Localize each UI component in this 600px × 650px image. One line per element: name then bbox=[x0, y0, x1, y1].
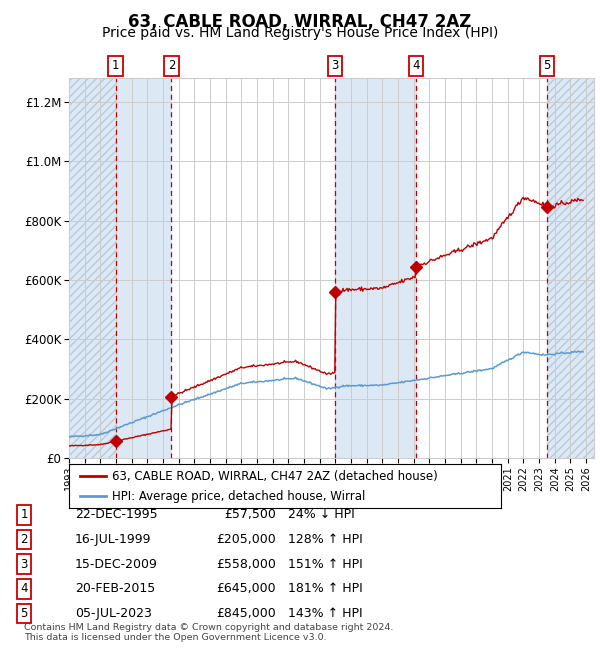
Text: 5: 5 bbox=[544, 59, 551, 72]
Text: 22-DEC-1995: 22-DEC-1995 bbox=[75, 508, 158, 521]
Text: £645,000: £645,000 bbox=[217, 582, 276, 595]
Text: 1: 1 bbox=[20, 508, 28, 521]
Text: 128% ↑ HPI: 128% ↑ HPI bbox=[288, 533, 363, 546]
Text: 24% ↓ HPI: 24% ↓ HPI bbox=[288, 508, 355, 521]
Bar bbox=[335, 78, 416, 458]
Text: 151% ↑ HPI: 151% ↑ HPI bbox=[288, 558, 363, 571]
Text: 5: 5 bbox=[20, 607, 28, 620]
Text: 1: 1 bbox=[112, 59, 119, 72]
Text: Price paid vs. HM Land Registry's House Price Index (HPI): Price paid vs. HM Land Registry's House … bbox=[102, 26, 498, 40]
Text: Contains HM Land Registry data © Crown copyright and database right 2024.
This d: Contains HM Land Registry data © Crown c… bbox=[24, 623, 394, 642]
Text: 4: 4 bbox=[20, 582, 28, 595]
Text: 15-DEC-2009: 15-DEC-2009 bbox=[75, 558, 158, 571]
Text: 181% ↑ HPI: 181% ↑ HPI bbox=[288, 582, 363, 595]
Text: 16-JUL-1999: 16-JUL-1999 bbox=[75, 533, 151, 546]
Text: 63, CABLE ROAD, WIRRAL, CH47 2AZ: 63, CABLE ROAD, WIRRAL, CH47 2AZ bbox=[128, 13, 472, 31]
Text: £205,000: £205,000 bbox=[216, 533, 276, 546]
Text: £845,000: £845,000 bbox=[216, 607, 276, 620]
Text: £57,500: £57,500 bbox=[224, 508, 276, 521]
Bar bbox=[547, 78, 594, 458]
Text: £558,000: £558,000 bbox=[216, 558, 276, 571]
Text: 3: 3 bbox=[20, 558, 28, 571]
Text: HPI: Average price, detached house, Wirral: HPI: Average price, detached house, Wirr… bbox=[112, 490, 365, 503]
Text: 2: 2 bbox=[168, 59, 175, 72]
Text: 20-FEB-2015: 20-FEB-2015 bbox=[75, 582, 155, 595]
Text: 63, CABLE ROAD, WIRRAL, CH47 2AZ (detached house): 63, CABLE ROAD, WIRRAL, CH47 2AZ (detach… bbox=[112, 469, 438, 482]
Text: 143% ↑ HPI: 143% ↑ HPI bbox=[288, 607, 362, 620]
Text: 4: 4 bbox=[412, 59, 419, 72]
Text: 3: 3 bbox=[331, 59, 338, 72]
Text: 2: 2 bbox=[20, 533, 28, 546]
Text: 05-JUL-2023: 05-JUL-2023 bbox=[75, 607, 152, 620]
Bar bbox=[69, 78, 116, 458]
Bar bbox=[116, 78, 172, 458]
